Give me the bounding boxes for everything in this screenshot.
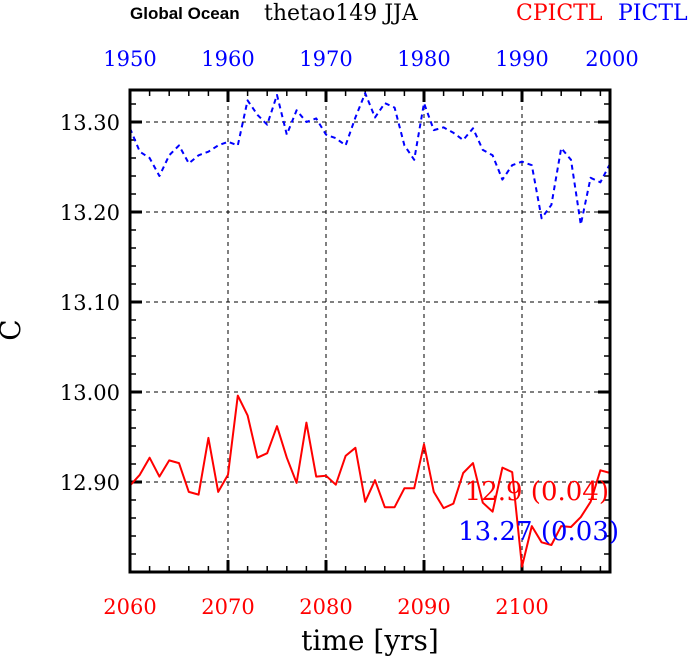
y-tick-label: 12.90 <box>60 471 120 495</box>
plot-frame <box>128 88 612 574</box>
y-tick-label: 13.00 <box>60 381 120 405</box>
x-axis-label: time [yrs] <box>301 624 439 657</box>
x-top-tick-label: 1970 <box>299 47 352 71</box>
y-axis-label: C <box>0 319 27 340</box>
x-top-tick-label: 1950 <box>103 47 156 71</box>
x-bottom-tick-label: 2070 <box>201 595 254 619</box>
x-bottom-tick-label: 2060 <box>103 595 156 619</box>
title-region: Global Ocean <box>130 4 240 23</box>
annotation-blue: 13.27 (0.03) <box>458 517 619 547</box>
y-tick-label: 13.10 <box>60 291 120 315</box>
x-top-tick-label: 1990 <box>495 47 548 71</box>
x-top-tick-label: 1980 <box>397 47 450 71</box>
y-tick-label: 13.30 <box>60 111 120 135</box>
series-lines <box>129 92 612 568</box>
tick-labels: 13.30 13.20 13.10 13.00 12.90 2060 2070 2080 209… <box>60 47 639 619</box>
x-bottom-tick-label: 2090 <box>397 595 450 619</box>
x-bottom-tick-label: 2100 <box>495 595 548 619</box>
y-tick-label: 13.20 <box>60 201 120 225</box>
x-top-tick-label: 2000 <box>585 47 638 71</box>
series-line-cpictl <box>129 394 611 568</box>
title-series-blue: PICTL <box>618 1 688 26</box>
x-top-tick-label: 1960 <box>201 47 254 71</box>
annotation-red: 12.9 (0.04) <box>465 477 609 507</box>
title-variable: thetao149 JJA <box>264 1 419 26</box>
series-line-pictl <box>129 92 612 226</box>
title-series-red: CPICTL <box>516 1 603 26</box>
x-bottom-tick-label: 2080 <box>299 595 352 619</box>
